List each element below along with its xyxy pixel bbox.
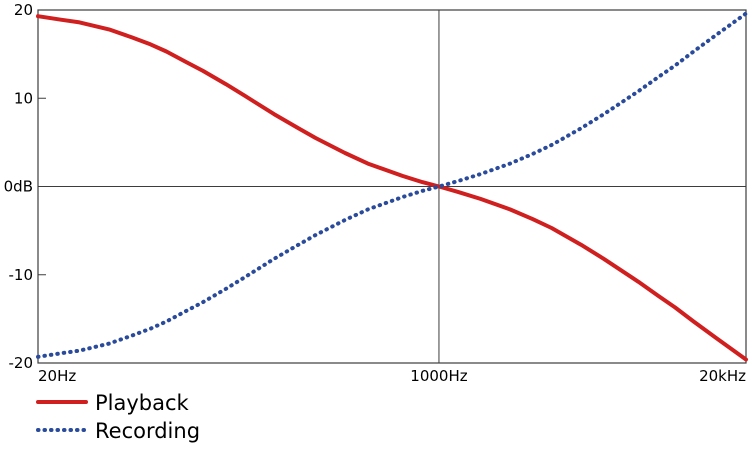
legend-label-recording: Recording — [95, 419, 200, 443]
x-tick-label: 20kHz — [699, 367, 746, 385]
x-tick-label: 20Hz — [38, 367, 76, 385]
legend-item-playback: Playback — [36, 391, 190, 415]
y-tick-label: -20 — [9, 354, 34, 372]
x-tick-label: 1000Hz — [410, 367, 467, 385]
y-tick-label: 20 — [14, 1, 33, 19]
y-tick-label: 0dB — [4, 178, 33, 196]
legend: Playback Recording — [36, 391, 200, 443]
axis-ticks — [38, 97, 46, 276]
legend-item-recording: Recording — [36, 419, 200, 443]
curves — [36, 11, 748, 362]
y-tick-label: -10 — [9, 266, 34, 284]
gridlines — [38, 10, 746, 363]
plot-border — [37, 9, 747, 364]
curve-recording — [36, 11, 748, 359]
y-tick-label: 10 — [14, 89, 33, 107]
curve-playback — [36, 14, 748, 362]
legend-label-playback: Playback — [95, 391, 190, 415]
